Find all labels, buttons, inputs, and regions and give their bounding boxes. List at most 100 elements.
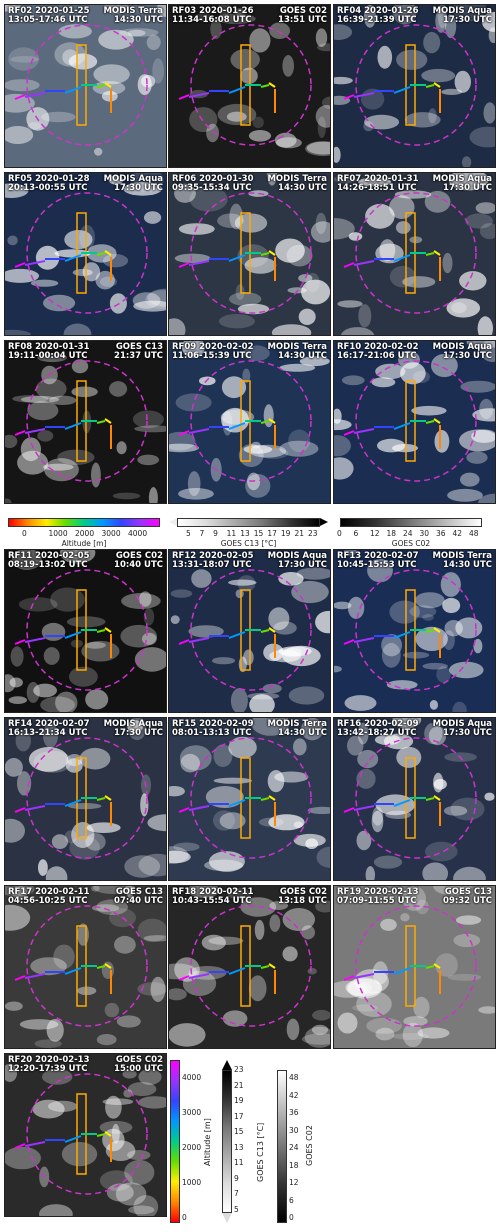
domain-circle bbox=[355, 360, 477, 482]
cloud-shape bbox=[472, 408, 495, 422]
cloud-shape bbox=[152, 58, 164, 84]
satellite-time: 15:00 UTC bbox=[114, 1064, 163, 1074]
cloud-shape bbox=[416, 899, 429, 915]
cloud-shape bbox=[243, 445, 273, 454]
flight-track-segment bbox=[64, 422, 82, 430]
cloud-shape bbox=[409, 236, 423, 244]
satellite-source: GOES C13 bbox=[444, 887, 492, 897]
cloud-shape bbox=[123, 182, 163, 196]
cloud-shape bbox=[315, 105, 330, 128]
cloud-shape bbox=[282, 908, 315, 931]
flight-track-segment bbox=[188, 973, 210, 979]
cloud-shape bbox=[365, 203, 395, 229]
cloud-shape bbox=[269, 649, 302, 663]
cloud-shape bbox=[17, 771, 32, 796]
cloud-shape bbox=[449, 661, 484, 679]
flight-id-date: RF06 2020-01-30 bbox=[172, 174, 254, 184]
cloud-shape bbox=[145, 290, 166, 309]
cloud-shape bbox=[170, 589, 193, 598]
satellite-source: GOES C02 bbox=[115, 551, 163, 561]
cloud-shape bbox=[282, 946, 298, 962]
cloud-shape bbox=[305, 272, 320, 293]
cloud-shape bbox=[249, 444, 287, 458]
colorbar-tick-label: 13 bbox=[234, 1142, 244, 1152]
c02-colorbar-vlabel: GOES C02 bbox=[305, 1125, 314, 1166]
flight-track-segment bbox=[260, 84, 270, 88]
cloud-shape bbox=[68, 53, 98, 70]
cloud-shape bbox=[27, 122, 42, 130]
c13-colorbar-label: GOES C13 [°C] bbox=[220, 539, 277, 548]
cloud-shape bbox=[334, 601, 352, 610]
cloud-shape bbox=[358, 304, 372, 328]
cloud-shape bbox=[10, 646, 24, 667]
satellite-map bbox=[170, 567, 330, 712]
colorbar-extend-arrow bbox=[222, 1213, 232, 1223]
satellite-source: MODIS Terra bbox=[103, 6, 163, 16]
flight-track-segment bbox=[24, 260, 46, 266]
domain-circle bbox=[355, 24, 477, 146]
flight-track-segment bbox=[343, 262, 355, 268]
satellite-source: GOES C13 bbox=[115, 887, 163, 897]
cloud-shape bbox=[34, 1039, 62, 1048]
flight-panel: RF02 2020-01-25 13:05-17:46 UTC MODIS Terr… bbox=[4, 4, 167, 168]
cloud-shape bbox=[235, 284, 245, 300]
cloud-shape bbox=[30, 279, 59, 287]
flight-times: 09:35-15:34 UTC bbox=[172, 183, 252, 193]
cloud-shape bbox=[454, 70, 471, 93]
cloud-shape bbox=[40, 696, 75, 712]
flight-track-segment bbox=[64, 631, 82, 639]
cloud-shape bbox=[208, 936, 244, 945]
satellite-time: 10:40 UTC bbox=[114, 560, 163, 570]
colorbar-tick-label: 4000 bbox=[128, 529, 148, 538]
cloud-shape bbox=[451, 302, 467, 314]
cloud-shape bbox=[30, 957, 67, 976]
colorbar-tick-label: 19 bbox=[280, 529, 291, 538]
cloud-shape bbox=[437, 5, 447, 29]
cloud-shape bbox=[5, 1146, 41, 1170]
flight-times: 19:11-00:04 UTC bbox=[8, 351, 88, 361]
cloud-shape bbox=[226, 111, 247, 122]
cloud-shape bbox=[442, 597, 461, 614]
flight-track-segment bbox=[228, 86, 246, 94]
flight-track-segment bbox=[353, 428, 375, 434]
flight-id-date: RF17 2020-02-11 bbox=[8, 887, 90, 897]
colorbar-tick-label: 5 bbox=[234, 1205, 239, 1214]
cloud-shape bbox=[364, 114, 400, 130]
colorbar-tick-label: 23 bbox=[234, 1065, 244, 1074]
cloud-shape bbox=[275, 238, 305, 263]
cloud-shape bbox=[57, 449, 95, 465]
flight-track-segment bbox=[24, 92, 46, 98]
cloud-shape bbox=[99, 276, 117, 287]
cloud-shape bbox=[453, 933, 481, 948]
colorbar-tick-label: 12 bbox=[370, 529, 380, 538]
cloud-shape bbox=[101, 961, 114, 979]
flight-track-segment bbox=[268, 795, 276, 801]
flight-id-date: RF14 2020-02-07 bbox=[8, 719, 90, 729]
cloud-shape bbox=[428, 726, 447, 746]
cloud-shape bbox=[242, 368, 251, 383]
cloud-shape bbox=[60, 550, 96, 564]
cloud-shape bbox=[109, 381, 128, 397]
cloud-shape bbox=[298, 274, 313, 283]
satellite-time: 13:18 UTC bbox=[278, 896, 327, 906]
cloud-shape bbox=[436, 666, 451, 683]
cloud-shape bbox=[141, 75, 156, 88]
cloud-shape bbox=[334, 175, 358, 184]
cloud-shape bbox=[5, 79, 40, 92]
cloud-shape bbox=[251, 718, 290, 736]
domain-circle bbox=[26, 24, 148, 146]
cloud-shape bbox=[143, 608, 155, 626]
satellite-source: MODIS Aqua bbox=[432, 342, 492, 352]
cloud-shape bbox=[43, 294, 76, 312]
cloud-shape bbox=[482, 11, 495, 32]
flight-track-segment bbox=[14, 639, 26, 645]
cloud-shape bbox=[5, 329, 31, 335]
cloud-shape bbox=[372, 806, 384, 826]
satellite-map bbox=[334, 5, 495, 167]
cloud-shape bbox=[169, 431, 196, 451]
cloud-shape bbox=[204, 859, 244, 871]
flight-track-segment bbox=[178, 639, 190, 645]
colorbar-tick-label: 9 bbox=[213, 529, 218, 538]
flight-panel: RF20 2020-02-13 12:20-17:39 UTC GOES C02 15… bbox=[4, 1053, 167, 1217]
flight-track-segment bbox=[14, 807, 26, 813]
